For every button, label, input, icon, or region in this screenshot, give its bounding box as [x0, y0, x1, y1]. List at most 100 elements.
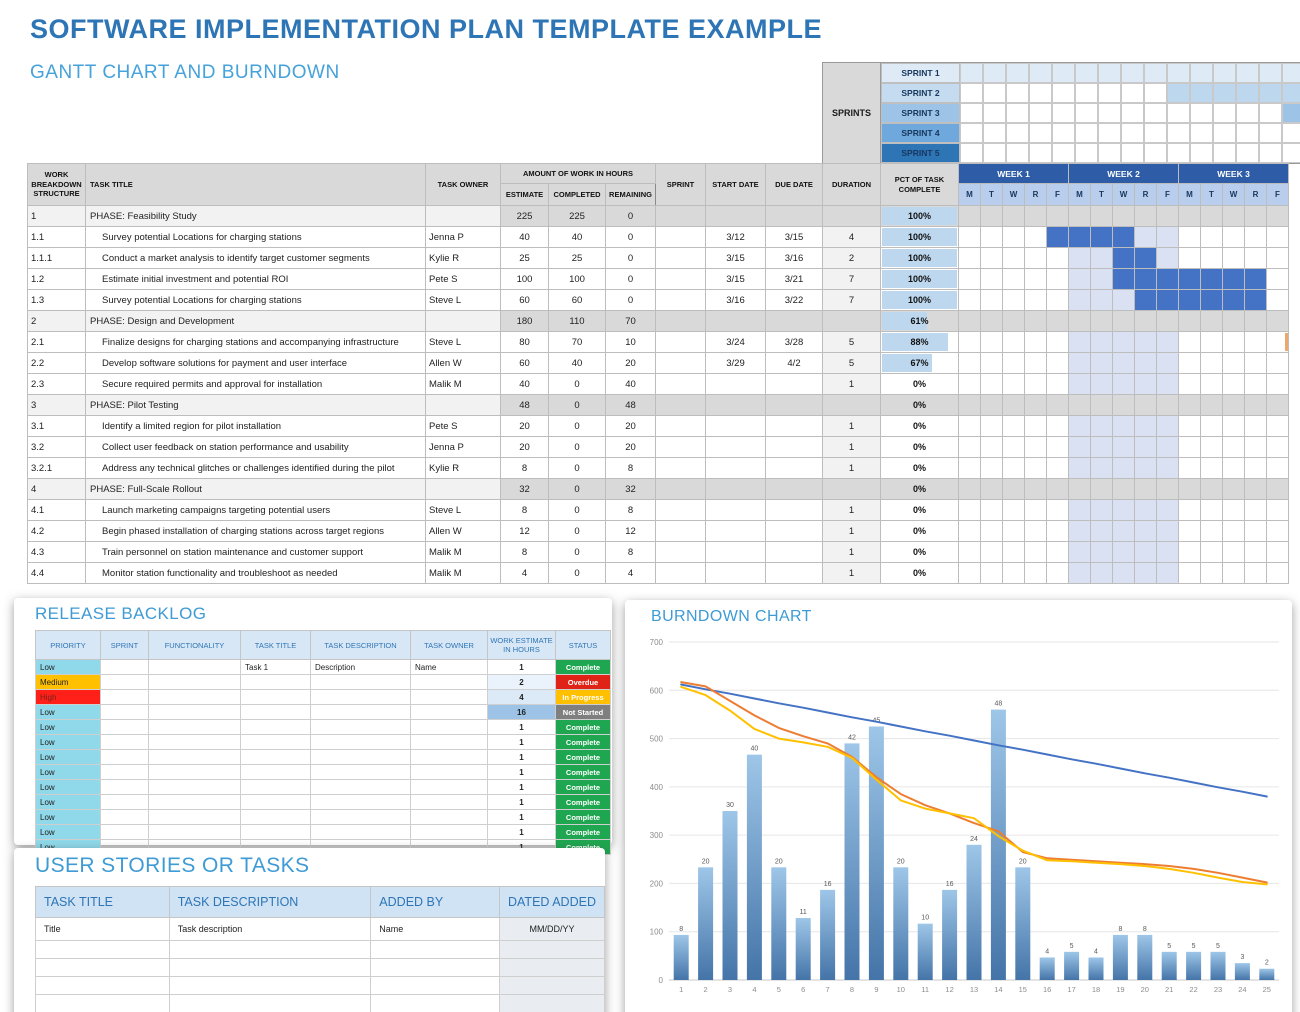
sprint-grid-cell[interactable] [1190, 103, 1213, 123]
functionality-cell[interactable] [148, 794, 241, 810]
wbs-cell[interactable]: 4.4 [27, 562, 86, 584]
remaining-cell[interactable]: 20 [605, 352, 656, 374]
sprint-cell[interactable] [100, 689, 149, 705]
task-title-cell[interactable]: Survey potential Locations for charging … [85, 289, 426, 311]
functionality-cell[interactable] [148, 824, 241, 840]
sprint-cell[interactable] [655, 562, 706, 584]
gantt-day-cell[interactable] [1046, 247, 1069, 269]
sprint-cell[interactable] [655, 247, 706, 269]
pct-complete-cell[interactable]: 0% [880, 373, 959, 395]
gantt-day-cell[interactable] [1024, 520, 1047, 542]
gantt-day-cell[interactable] [1090, 373, 1113, 395]
gantt-day-cell[interactable] [1046, 457, 1069, 479]
task-description-cell[interactable] [310, 674, 411, 690]
gantt-day-cell[interactable] [1266, 268, 1289, 290]
gantt-day-cell[interactable] [1178, 478, 1201, 500]
status-badge[interactable]: Complete [555, 749, 611, 765]
gantt-day-cell[interactable] [980, 478, 1003, 500]
sprint-cell[interactable] [655, 499, 706, 521]
stories-cell[interactable] [370, 940, 500, 959]
gantt-day-cell[interactable] [1244, 205, 1267, 227]
due-date-cell[interactable] [765, 499, 823, 521]
task-title-cell[interactable]: Conduct a market analysis to identify ta… [85, 247, 426, 269]
gantt-day-cell[interactable] [1134, 289, 1157, 311]
task-owner-cell[interactable] [410, 734, 488, 750]
gantt-day-cell[interactable] [1178, 331, 1201, 353]
completed-cell[interactable]: 0 [548, 562, 606, 584]
gantt-day-cell[interactable] [1002, 289, 1025, 311]
gantt-day-cell[interactable] [1024, 436, 1047, 458]
sprint-cell[interactable] [655, 205, 706, 227]
estimate-cell[interactable]: 40 [500, 226, 549, 248]
functionality-cell[interactable] [148, 719, 241, 735]
gantt-day-cell[interactable] [1134, 415, 1157, 437]
gantt-day-cell[interactable] [1134, 520, 1157, 542]
completed-cell[interactable]: 225 [548, 205, 606, 227]
gantt-day-cell[interactable] [1266, 205, 1289, 227]
pct-complete-cell[interactable]: 0% [880, 436, 959, 458]
task-description-cell[interactable] [310, 824, 411, 840]
stories-cell[interactable] [168, 976, 372, 995]
gantt-day-cell[interactable] [1002, 394, 1025, 416]
gantt-day-cell[interactable] [980, 394, 1003, 416]
gantt-day-cell[interactable] [1090, 520, 1113, 542]
task-owner-cell[interactable] [410, 719, 488, 735]
estimate-cell[interactable]: 8 [500, 499, 549, 521]
gantt-day-cell[interactable] [1200, 436, 1223, 458]
sprint-cell[interactable] [655, 520, 706, 542]
gantt-day-cell[interactable] [1024, 541, 1047, 563]
status-badge[interactable]: Complete [555, 794, 611, 810]
gantt-day-cell[interactable] [1178, 352, 1201, 374]
work-estimate-cell[interactable]: 16 [487, 704, 556, 720]
gantt-day-cell[interactable] [1024, 499, 1047, 521]
remaining-cell[interactable]: 8 [605, 457, 656, 479]
duration-cell[interactable]: 1 [822, 562, 881, 584]
sprint-grid-cell[interactable] [983, 83, 1006, 103]
gantt-day-cell[interactable] [958, 457, 981, 479]
gantt-day-cell[interactable] [1222, 289, 1245, 311]
gantt-day-cell[interactable] [1244, 436, 1267, 458]
sprint-grid-cell[interactable] [1052, 143, 1075, 163]
gantt-day-cell[interactable] [1200, 478, 1223, 500]
task-title-cell[interactable] [240, 689, 311, 705]
gantt-day-cell[interactable] [1046, 541, 1069, 563]
task-owner-cell[interactable]: Malik M [425, 373, 501, 395]
gantt-day-cell[interactable] [1200, 457, 1223, 479]
gantt-day-cell[interactable] [1134, 310, 1157, 332]
gantt-day-cell[interactable] [958, 226, 981, 248]
due-date-cell[interactable]: 3/28 [765, 331, 823, 353]
work-estimate-cell[interactable]: 1 [487, 809, 556, 825]
gantt-day-cell[interactable] [1090, 331, 1113, 353]
gantt-day-cell[interactable] [958, 373, 981, 395]
functionality-cell[interactable] [148, 674, 241, 690]
gantt-day-cell[interactable] [1046, 436, 1069, 458]
gantt-day-cell[interactable] [1156, 226, 1179, 248]
task-title-cell[interactable]: Survey potential Locations for charging … [85, 226, 426, 248]
gantt-day-cell[interactable] [1266, 352, 1289, 374]
gantt-day-cell[interactable] [1090, 478, 1113, 500]
task-title-cell[interactable]: Launch marketing campaigns targeting pot… [85, 499, 426, 521]
duration-cell[interactable]: 5 [822, 352, 881, 374]
gantt-day-cell[interactable] [1156, 247, 1179, 269]
gantt-day-cell[interactable] [1134, 478, 1157, 500]
pct-complete-cell[interactable]: 0% [880, 541, 959, 563]
gantt-day-cell[interactable] [1156, 520, 1179, 542]
gantt-day-cell[interactable] [1090, 205, 1113, 227]
sprint-grid-cell[interactable] [1006, 143, 1029, 163]
estimate-cell[interactable]: 180 [500, 310, 549, 332]
gantt-day-cell[interactable] [1266, 415, 1289, 437]
remaining-cell[interactable]: 20 [605, 436, 656, 458]
gantt-day-cell[interactable] [1178, 268, 1201, 290]
stories-cell[interactable]: Task description [168, 917, 372, 941]
gantt-day-cell[interactable] [980, 205, 1003, 227]
gantt-day-cell[interactable] [1266, 394, 1289, 416]
gantt-day-cell[interactable] [1156, 562, 1179, 584]
sprint-grid-cell[interactable] [1144, 143, 1167, 163]
gantt-day-cell[interactable] [958, 268, 981, 290]
gantt-day-cell[interactable] [1244, 331, 1267, 353]
gantt-day-cell[interactable] [1046, 478, 1069, 500]
task-title-cell[interactable] [240, 809, 311, 825]
gantt-day-cell[interactable] [1156, 394, 1179, 416]
remaining-cell[interactable]: 48 [605, 394, 656, 416]
work-estimate-cell[interactable]: 1 [487, 749, 556, 765]
